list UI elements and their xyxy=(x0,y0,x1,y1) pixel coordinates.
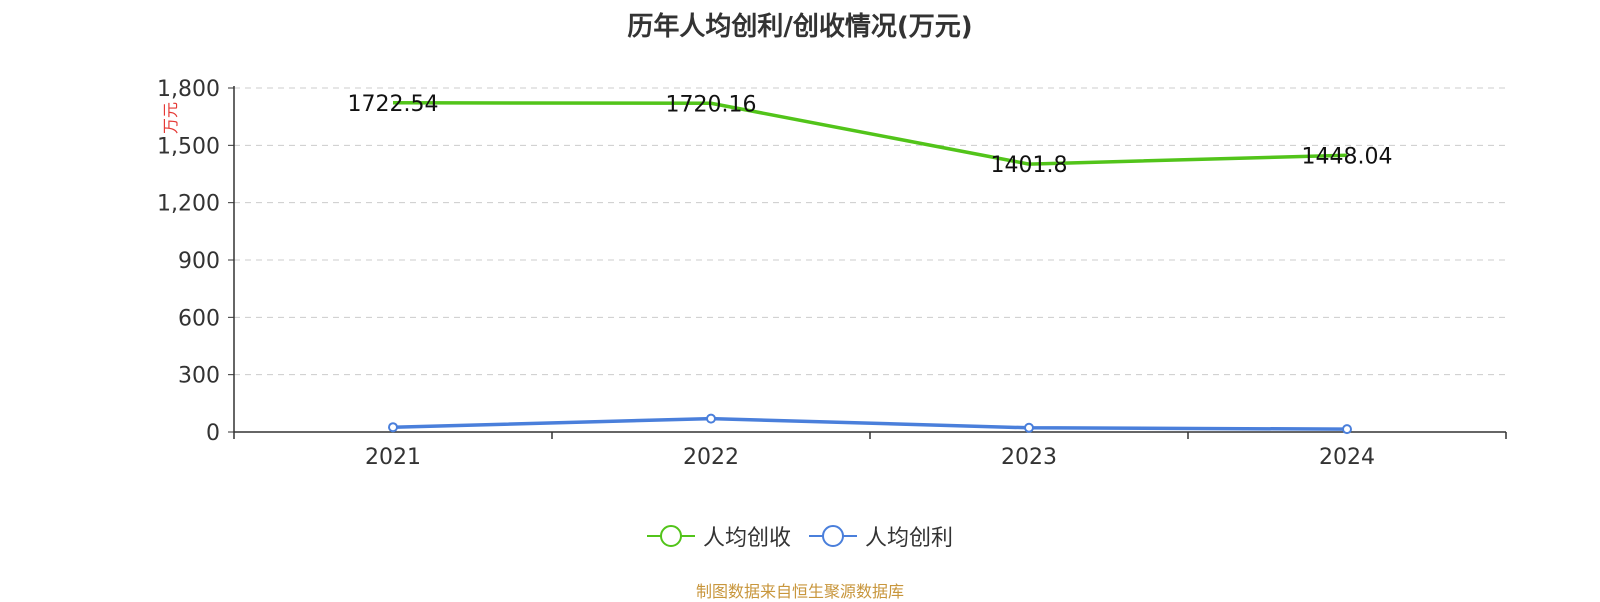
x-tick-label: 2022 xyxy=(683,445,739,470)
data-point-profit xyxy=(388,422,398,433)
x-tick-label: 2023 xyxy=(1001,445,1057,470)
y-tick-label: 0 xyxy=(206,421,220,446)
y-tick-label: 900 xyxy=(178,249,220,274)
y-tick-labels: 0 300 600 900 1,200 1,500 1,800 xyxy=(157,77,220,446)
data-label: 1401.8 xyxy=(991,153,1068,178)
legend: 人均创收 人均创利 xyxy=(0,520,1600,552)
y-axis-label: 万元 xyxy=(161,102,180,134)
y-tick-label: 1,200 xyxy=(157,192,220,217)
data-point-profit xyxy=(706,413,716,424)
x-tick-label: 2021 xyxy=(365,445,421,470)
data-point-profit xyxy=(1024,422,1034,433)
legend-revenue-icon xyxy=(646,525,695,547)
data-label: 1448.04 xyxy=(1302,144,1393,169)
x-tick-label: 2024 xyxy=(1319,445,1375,470)
data-label: 1720.16 xyxy=(666,92,757,117)
legend-label-profit: 人均创利 xyxy=(865,526,954,551)
legend-label-revenue: 人均创收 xyxy=(702,526,791,551)
y-tick-label: 300 xyxy=(178,364,220,389)
gridlines xyxy=(234,87,1506,376)
y-tick-label: 600 xyxy=(178,306,220,331)
legend-profit-icon xyxy=(809,525,857,547)
chart-title: 历年人均创利/创收情况(万元) xyxy=(627,12,973,42)
series-line-revenue xyxy=(392,101,1348,166)
legend-item-revenue[interactable]: 人均创收 xyxy=(646,520,791,552)
data-point-profit xyxy=(1342,424,1352,435)
source-note: 制图数据来自恒生聚源数据库 xyxy=(695,582,904,601)
y-tick-label: 1,800 xyxy=(157,77,220,102)
axes xyxy=(228,86,1507,439)
data-labels: 1722.54 1720.16 1401.8 1448.04 xyxy=(348,92,1393,178)
series-line-profit xyxy=(392,416,1348,431)
series-group xyxy=(388,101,1352,435)
legend-item-profit[interactable]: 人均创利 xyxy=(809,520,953,552)
x-tick-labels: 2021 2022 2023 2024 xyxy=(365,445,1375,470)
y-tick-label: 1,500 xyxy=(157,134,220,159)
data-label: 1722.54 xyxy=(348,92,439,117)
